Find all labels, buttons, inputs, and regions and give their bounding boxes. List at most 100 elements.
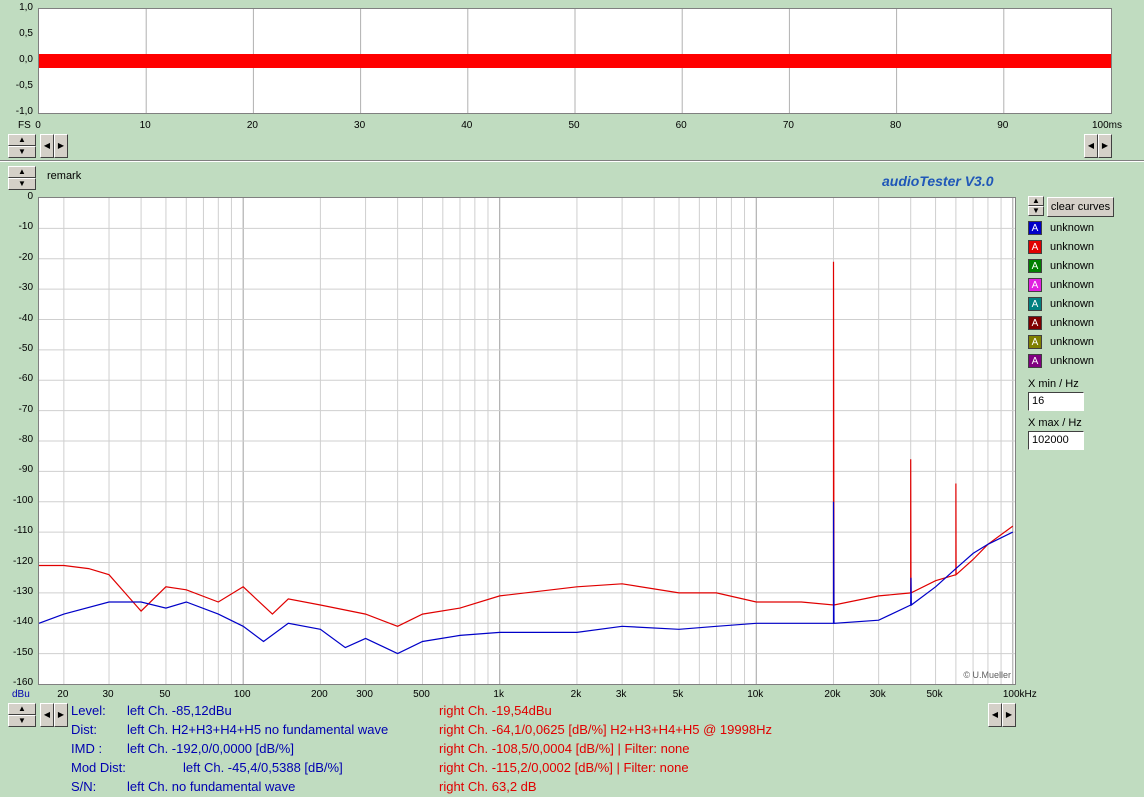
scope-y-tick: -1,0 <box>15 106 33 117</box>
scope-x-tick: 50 <box>568 120 580 131</box>
moddist-right: right Ch. -115,2/0,0002 [dB/%] | Filter:… <box>439 760 689 775</box>
spectrum-y-tick: 0 <box>27 191 33 202</box>
curve-color-icon[interactable]: A <box>1028 240 1042 254</box>
scope-x-right-button[interactable]: ▶ <box>1098 134 1112 158</box>
scope-scroll-right-button[interactable]: ▶ <box>54 134 68 158</box>
spectrum-y-tick: -130 <box>12 585 33 597</box>
spectrum-y-tick: -60 <box>18 373 33 385</box>
dist-label: Dist: <box>71 722 97 737</box>
imd-right: right Ch. -108,5/0,0004 [dB/%] | Filter:… <box>439 741 690 756</box>
dist-left: left Ch. H2+H3+H4+H5 no fundamental wave <box>127 722 389 737</box>
spectrum-x-tick: 100 <box>233 689 251 700</box>
spectrum-y-tick: -160 <box>12 677 33 688</box>
level-label: Level: <box>71 703 106 718</box>
scope-y-tick: 1,0 <box>19 2 33 13</box>
legend-spinner[interactable]: ▲ ▼ <box>1028 196 1044 216</box>
scope-x-tick: 10 <box>139 120 151 131</box>
scope-x-tick: 40 <box>461 120 473 131</box>
clear-curves-button[interactable]: clear curves <box>1047 197 1114 217</box>
scope-y-spinner[interactable]: ▲ ▼ <box>8 134 36 158</box>
legend-label: unknown <box>1050 279 1095 291</box>
remark-label[interactable]: remark <box>47 170 82 182</box>
spectrum-y-tick: -120 <box>12 555 33 567</box>
scope-x-tick: 0 <box>35 120 41 131</box>
imd-label: IMD : <box>71 741 103 756</box>
scope-x-end-label: 100ms <box>1092 120 1123 131</box>
chevron-up-icon[interactable]: ▲ <box>8 134 36 146</box>
spectrum-y-tick: -50 <box>18 342 33 354</box>
spectrum-y-tick: -100 <box>12 494 33 506</box>
spectrum-x-tick: 2k <box>570 689 582 700</box>
app-title: audioTester V3.0 <box>882 173 994 189</box>
spectrum-scroll-right-button[interactable]: ▶ <box>54 703 68 727</box>
scope-y-tick: 0,0 <box>19 54 33 65</box>
spectrum-x-tick: 100kHz <box>1002 689 1037 700</box>
scope-x-tick: 70 <box>782 120 794 131</box>
spectrum-x-tick: 300 <box>356 689 373 700</box>
scope-y-unit: FS <box>18 120 31 131</box>
spectrum-y-tick: -40 <box>18 312 33 324</box>
sn-left: left Ch. no fundamental wave <box>127 779 296 794</box>
xmin-field[interactable]: 16 <box>1028 392 1084 411</box>
xmax-field[interactable]: 102000 <box>1028 431 1084 450</box>
chevron-down-icon[interactable]: ▼ <box>8 178 36 190</box>
watermark: © U.Mueller <box>963 670 1011 680</box>
curve-color-icon[interactable]: A <box>1028 335 1042 349</box>
chevron-down-icon[interactable]: ▼ <box>1028 206 1044 216</box>
scope-x-tick: 60 <box>675 120 687 131</box>
chevron-up-icon[interactable]: ▲ <box>8 703 36 715</box>
spectrum-x-tick: 500 <box>413 689 430 700</box>
spectrum-y-tick: -140 <box>12 616 33 628</box>
scope-signal <box>39 54 1111 68</box>
scope-x-tick: 30 <box>354 120 366 131</box>
spectrum-x-tick: 10k <box>747 689 764 700</box>
level-left: left Ch. -85,12dBu <box>127 703 232 718</box>
curve-color-icon[interactable]: A <box>1028 221 1042 235</box>
scope-x-tick: 80 <box>890 120 902 131</box>
scope-y-tick: 0,5 <box>19 28 33 39</box>
curve-color-icon[interactable]: A <box>1028 354 1042 368</box>
curve-color-icon[interactable]: A <box>1028 297 1042 311</box>
legend-label: unknown <box>1050 336 1095 348</box>
spectrum-x-tick: 20k <box>824 689 841 700</box>
sn-label: S/N: <box>71 779 97 794</box>
chevron-up-icon[interactable]: ▲ <box>8 166 36 178</box>
curve-color-icon[interactable]: A <box>1028 278 1042 292</box>
spectrum-y-tick: -90 <box>18 464 33 476</box>
spectrum-x-right-button[interactable]: ▶ <box>1002 703 1016 727</box>
scope-x-left-button[interactable]: ◀ <box>1084 134 1098 158</box>
spectrum-scroll-left-button[interactable]: ◀ <box>40 703 54 727</box>
remark-spinner[interactable]: ▲ ▼ <box>8 166 36 190</box>
spectrum-x-tick: 50 <box>159 689 171 700</box>
chevron-down-icon[interactable]: ▼ <box>8 146 36 158</box>
spectrum-x-tick: 1k <box>493 689 504 700</box>
chevron-down-icon[interactable]: ▼ <box>8 715 36 727</box>
legend-label: unknown <box>1050 241 1095 253</box>
spectrum-y-tick: -30 <box>18 282 33 294</box>
spectrum-x-tick: 5k <box>672 689 684 700</box>
spectrum-x-left-button[interactable]: ◀ <box>988 703 1002 727</box>
chevron-up-icon[interactable]: ▲ <box>1028 196 1044 206</box>
scope-scroll-left-button[interactable]: ◀ <box>40 134 54 158</box>
divider-highlight <box>0 161 1144 162</box>
spectrum-y-tick: -10 <box>18 221 33 233</box>
curve-color-icon[interactable]: A <box>1028 316 1042 330</box>
scope-x-tick: 90 <box>997 120 1009 131</box>
legend-label: unknown <box>1050 355 1095 367</box>
curve-color-icon[interactable]: A <box>1028 259 1042 273</box>
level-right: right Ch. -19,54dBu <box>439 703 552 718</box>
spectrum-x-tick: 3k <box>615 689 627 700</box>
spectrum-y-spinner[interactable]: ▲ ▼ <box>8 703 36 727</box>
scope-grid <box>39 9 1111 113</box>
scope-plot <box>38 8 1112 114</box>
legend-label: unknown <box>1050 317 1095 329</box>
spectrum-plot: © U.Mueller <box>38 197 1016 685</box>
